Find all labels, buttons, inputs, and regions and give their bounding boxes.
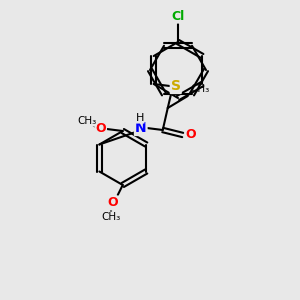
Text: Cl: Cl [171, 10, 184, 22]
Text: CH₃: CH₃ [191, 84, 210, 94]
Text: H: H [136, 113, 144, 123]
Text: N: N [135, 121, 147, 135]
Text: S: S [171, 79, 181, 93]
Text: O: O [95, 122, 106, 136]
Text: CH₃: CH₃ [101, 212, 120, 222]
Text: CH₃: CH₃ [77, 116, 96, 126]
Text: O: O [185, 128, 196, 142]
Text: O: O [107, 196, 118, 209]
